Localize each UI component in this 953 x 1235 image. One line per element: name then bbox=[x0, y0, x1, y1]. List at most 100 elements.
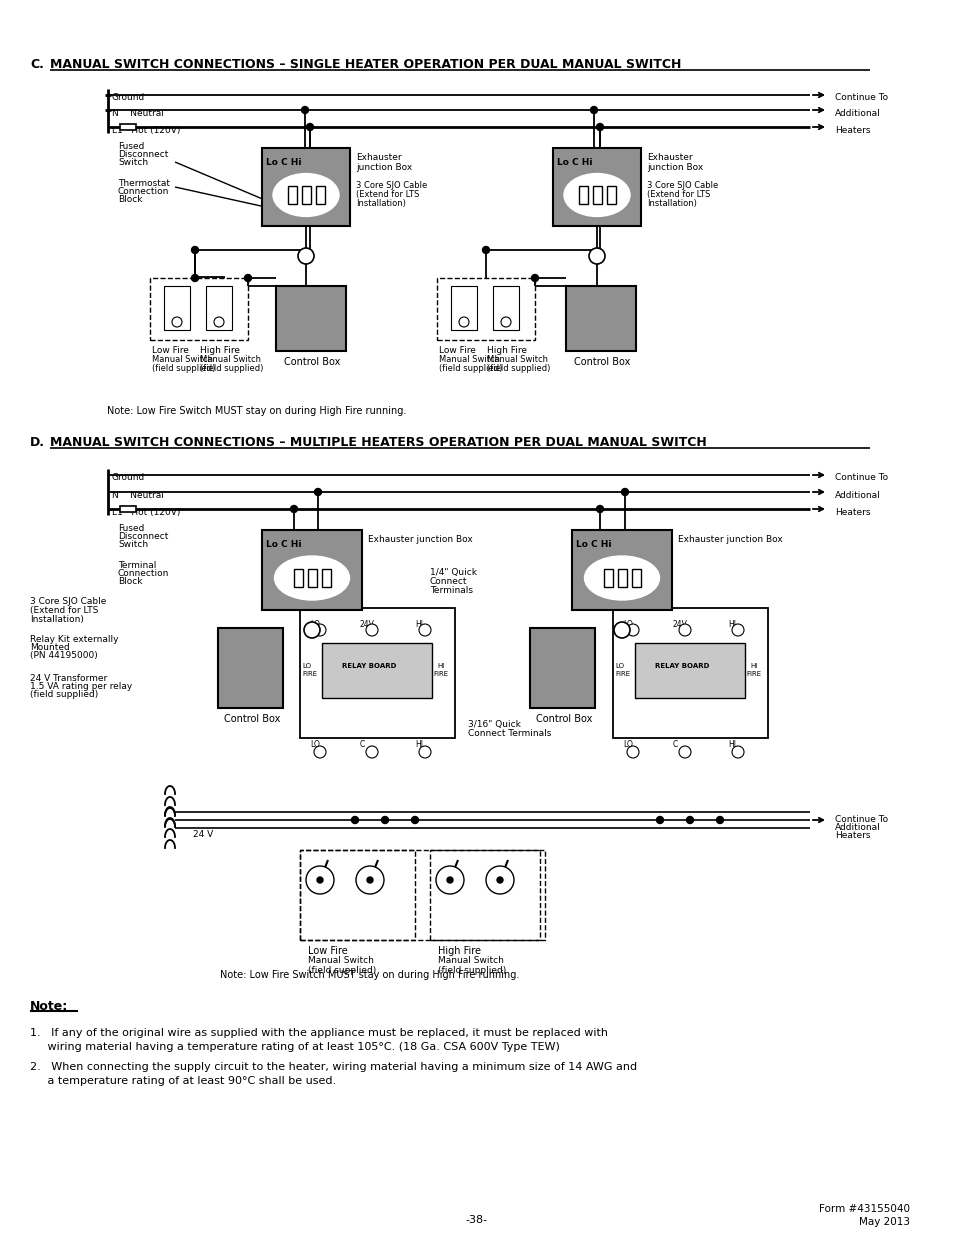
Text: Note: Low Fire Switch MUST stay on during High Fire running.: Note: Low Fire Switch MUST stay on durin… bbox=[220, 969, 518, 981]
Text: Fused: Fused bbox=[118, 142, 144, 151]
Text: LO: LO bbox=[622, 620, 632, 629]
Text: High Fire: High Fire bbox=[200, 346, 240, 354]
Bar bbox=[206, 287, 232, 330]
Text: 1.   If any of the original wire as supplied with the appliance must be replaced: 1. If any of the original wire as suppli… bbox=[30, 1028, 607, 1037]
Text: LO: LO bbox=[310, 620, 319, 629]
Bar bbox=[530, 629, 595, 708]
Text: (PN 44195000): (PN 44195000) bbox=[30, 651, 97, 659]
Text: junction Box: junction Box bbox=[646, 163, 702, 172]
Circle shape bbox=[482, 247, 489, 253]
Circle shape bbox=[192, 274, 198, 282]
Text: 24 V: 24 V bbox=[193, 830, 213, 839]
Circle shape bbox=[213, 317, 224, 327]
Text: Control Box: Control Box bbox=[284, 357, 340, 367]
Circle shape bbox=[304, 622, 319, 638]
Circle shape bbox=[447, 877, 453, 883]
Text: Continue To: Continue To bbox=[834, 473, 887, 482]
Bar bbox=[565, 287, 636, 351]
Text: Disconnect: Disconnect bbox=[118, 149, 168, 159]
Text: 24V: 24V bbox=[359, 620, 375, 629]
Text: Exhauster junction Box: Exhauster junction Box bbox=[678, 535, 781, 543]
Text: Block: Block bbox=[118, 577, 142, 585]
Text: Fused: Fused bbox=[118, 524, 144, 534]
Text: FIRE: FIRE bbox=[615, 671, 630, 677]
Text: Heaters: Heaters bbox=[834, 831, 869, 840]
Text: (field supplied): (field supplied) bbox=[30, 690, 98, 699]
Text: Low Fire: Low Fire bbox=[308, 946, 348, 956]
Text: 2.   When connecting the supply circuit to the heater, wiring material having a : 2. When connecting the supply circuit to… bbox=[30, 1062, 637, 1072]
Text: (field supplied): (field supplied) bbox=[486, 364, 550, 373]
Circle shape bbox=[436, 866, 463, 894]
Bar bbox=[618, 569, 626, 587]
Ellipse shape bbox=[273, 174, 338, 216]
Bar bbox=[493, 287, 518, 330]
Circle shape bbox=[500, 317, 511, 327]
Text: 3 Core SJO Cable: 3 Core SJO Cable bbox=[646, 182, 718, 190]
Text: LO: LO bbox=[615, 663, 623, 669]
Text: Exhauster junction Box: Exhauster junction Box bbox=[368, 535, 473, 543]
Text: Continue To: Continue To bbox=[834, 93, 887, 103]
Text: Connection: Connection bbox=[118, 569, 170, 578]
Bar bbox=[322, 569, 331, 587]
Text: 1/4" Quick: 1/4" Quick bbox=[430, 568, 476, 577]
Text: Control Box: Control Box bbox=[536, 714, 592, 724]
Bar bbox=[218, 629, 283, 708]
Bar bbox=[299, 850, 415, 940]
Ellipse shape bbox=[584, 556, 659, 600]
Text: FIRE: FIRE bbox=[433, 671, 448, 677]
Bar bbox=[322, 643, 432, 698]
Text: Connect: Connect bbox=[430, 577, 467, 585]
Text: Exhauster: Exhauster bbox=[646, 153, 692, 162]
Circle shape bbox=[366, 624, 377, 636]
Bar bbox=[613, 608, 767, 739]
Text: High Fire: High Fire bbox=[437, 946, 480, 956]
Text: LO: LO bbox=[622, 740, 632, 748]
Circle shape bbox=[620, 489, 628, 495]
Text: HI: HI bbox=[436, 663, 444, 669]
Text: MANUAL SWITCH CONNECTIONS – MULTIPLE HEATERS OPERATION PER DUAL MANUAL SWITCH: MANUAL SWITCH CONNECTIONS – MULTIPLE HEA… bbox=[50, 436, 706, 450]
Text: 3 Core SJO Cable: 3 Core SJO Cable bbox=[30, 597, 107, 606]
Circle shape bbox=[588, 248, 604, 264]
Circle shape bbox=[679, 746, 690, 758]
Text: Additional: Additional bbox=[834, 492, 880, 500]
Bar bbox=[578, 186, 587, 204]
Bar bbox=[451, 287, 476, 330]
Text: FIRE: FIRE bbox=[302, 671, 316, 677]
Bar bbox=[275, 287, 346, 351]
Text: 24 V Transformer: 24 V Transformer bbox=[30, 674, 107, 683]
Text: wiring material having a temperature rating of at least 105°C. (18 Ga. CSA 600V : wiring material having a temperature rat… bbox=[30, 1042, 559, 1052]
Bar bbox=[308, 569, 316, 587]
Bar bbox=[430, 850, 544, 940]
Text: Switch: Switch bbox=[118, 158, 148, 167]
Circle shape bbox=[531, 274, 537, 282]
Bar bbox=[299, 608, 455, 739]
Text: Additional: Additional bbox=[834, 109, 880, 119]
Circle shape bbox=[716, 816, 722, 824]
Text: Lo C Hi: Lo C Hi bbox=[576, 540, 611, 550]
Text: 3 Core SJO Cable: 3 Core SJO Cable bbox=[355, 182, 427, 190]
Text: HI: HI bbox=[727, 620, 735, 629]
Text: (field supplied): (field supplied) bbox=[438, 364, 502, 373]
Text: Control Box: Control Box bbox=[574, 357, 630, 367]
Bar bbox=[262, 530, 361, 610]
Circle shape bbox=[314, 489, 321, 495]
Text: Connect Terminals: Connect Terminals bbox=[468, 729, 551, 739]
Bar bbox=[603, 569, 613, 587]
Circle shape bbox=[306, 866, 334, 894]
Text: LO: LO bbox=[310, 740, 319, 748]
Text: RELAY BOARD: RELAY BOARD bbox=[341, 663, 395, 669]
Text: N    Neutral: N Neutral bbox=[112, 109, 164, 119]
Text: Manual Switch: Manual Switch bbox=[486, 354, 547, 364]
Text: D.: D. bbox=[30, 436, 45, 450]
Text: Heaters: Heaters bbox=[834, 508, 869, 517]
Text: LO: LO bbox=[302, 663, 311, 669]
Text: -38-: -38- bbox=[465, 1215, 488, 1225]
Circle shape bbox=[458, 317, 469, 327]
Text: Lo C Hi: Lo C Hi bbox=[266, 540, 301, 550]
Text: C: C bbox=[359, 740, 365, 748]
Circle shape bbox=[497, 877, 502, 883]
Text: Note: Low Fire Switch MUST stay on during High Fire running.: Note: Low Fire Switch MUST stay on durin… bbox=[107, 406, 406, 416]
Circle shape bbox=[355, 866, 384, 894]
Text: Connection: Connection bbox=[118, 186, 170, 196]
Text: Switch: Switch bbox=[118, 540, 148, 550]
